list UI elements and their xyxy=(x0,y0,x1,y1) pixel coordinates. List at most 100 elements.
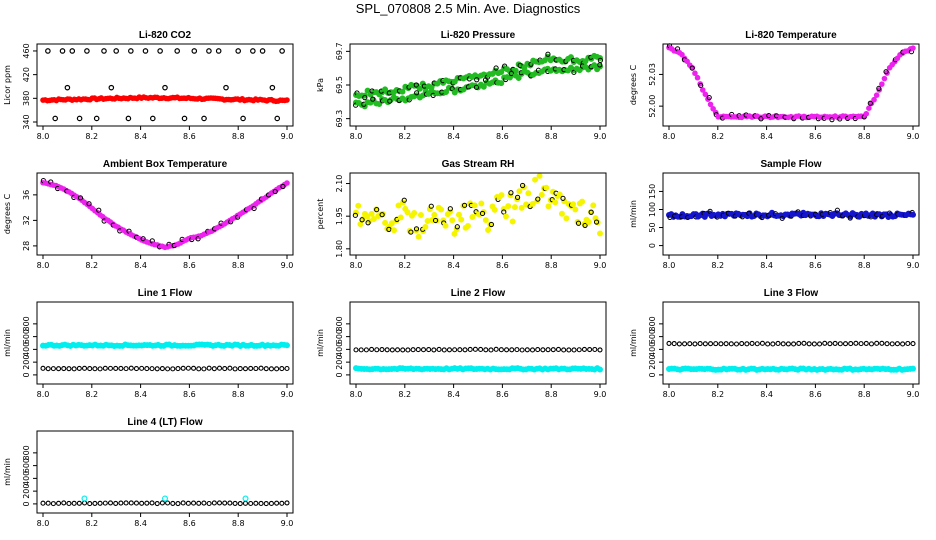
data-point-ring xyxy=(535,196,541,202)
data-point xyxy=(232,366,238,372)
data-point xyxy=(707,341,714,347)
data-point xyxy=(806,341,812,347)
data-point xyxy=(441,347,447,353)
data-point xyxy=(376,100,383,107)
data-point xyxy=(61,365,67,372)
data-point-ring xyxy=(758,116,764,122)
x-tick-label: 8.4 xyxy=(134,519,147,528)
series-line-2-low xyxy=(352,365,604,373)
x-tick-label: 8.0 xyxy=(37,519,50,528)
data-point xyxy=(102,365,108,371)
data-point xyxy=(487,221,494,228)
y-tick-label: 52.03 xyxy=(648,63,657,86)
y-axis-label: kPa xyxy=(316,78,325,92)
data-point xyxy=(97,366,103,372)
data-point xyxy=(227,365,233,371)
data-point-ring xyxy=(474,77,480,83)
y-tick-label: 800 xyxy=(22,445,31,460)
data-point xyxy=(191,365,197,371)
data-point xyxy=(355,202,362,209)
data-point xyxy=(71,366,77,372)
data-point xyxy=(464,223,471,230)
data-point xyxy=(443,88,450,95)
data-point xyxy=(910,365,917,372)
data-point xyxy=(563,215,570,222)
data-point xyxy=(128,500,134,506)
y-tick-label: 52.00 xyxy=(648,95,657,118)
data-point xyxy=(368,210,375,217)
data-point xyxy=(284,97,290,103)
data-point xyxy=(592,346,598,353)
data-point xyxy=(284,365,290,372)
x-tick-label: 8.0 xyxy=(663,390,676,399)
data-point xyxy=(102,500,108,506)
data-point xyxy=(666,340,672,346)
data-point-ring xyxy=(413,82,419,88)
data-point xyxy=(572,206,579,213)
data-point xyxy=(545,347,551,353)
data-point xyxy=(905,340,911,347)
data-point xyxy=(284,180,290,186)
data-point-ring xyxy=(575,220,582,226)
data-point xyxy=(699,87,706,93)
x-tick-label: 8.0 xyxy=(663,132,676,141)
data-point xyxy=(191,48,198,54)
data-point xyxy=(723,341,729,347)
series-pressure-band-2 xyxy=(352,62,604,110)
y-tick-label: 600 xyxy=(335,329,344,344)
data-point xyxy=(733,341,740,347)
data-point xyxy=(395,202,402,209)
data-point xyxy=(900,341,906,347)
x-tick-label: 8.8 xyxy=(858,132,871,141)
data-point xyxy=(545,203,552,210)
x-tick-label: 8.2 xyxy=(85,132,98,141)
chart-title: Line 2 Flow xyxy=(451,288,506,299)
series-co2-ppm xyxy=(40,94,290,105)
data-point xyxy=(587,346,593,353)
data-point xyxy=(76,115,83,122)
data-point xyxy=(118,500,124,506)
data-point xyxy=(185,500,191,506)
data-point xyxy=(415,347,421,353)
data-point xyxy=(397,214,404,221)
y-axis-label: ml/min xyxy=(629,329,638,357)
x-tick-label: 9.0 xyxy=(594,261,607,270)
y-tick-label: 200 xyxy=(648,354,657,369)
data-point xyxy=(863,110,870,117)
x-tick-label: 8.4 xyxy=(447,261,460,270)
series-pressure xyxy=(352,51,604,101)
data-point xyxy=(514,347,520,353)
data-point xyxy=(206,365,212,371)
chart-line4: Line 4 (LT) Flow ml/min 8.0 8.2 8.4 8.6 8.8 9.0… xyxy=(3,417,294,528)
x-tick-label: 8.6 xyxy=(809,261,822,270)
y-tick-label: 200 xyxy=(22,483,31,498)
data-point xyxy=(263,366,269,372)
data-point-ring xyxy=(829,117,835,123)
x-tick-label: 8.8 xyxy=(545,261,558,270)
data-point xyxy=(881,75,888,82)
data-point xyxy=(498,347,504,353)
data-point xyxy=(113,365,119,371)
data-point-ring xyxy=(280,183,286,190)
data-point xyxy=(45,500,51,506)
data-point-ring xyxy=(77,195,84,201)
data-point xyxy=(446,347,452,353)
y-tick-label: 200 xyxy=(22,354,31,369)
data-point xyxy=(263,501,269,507)
y-tick-label: 600 xyxy=(22,329,31,344)
data-point-ring xyxy=(508,70,515,77)
data-point xyxy=(45,48,51,54)
data-point xyxy=(538,191,545,198)
series-box-temperature xyxy=(40,178,290,251)
data-point xyxy=(388,220,395,227)
y-tick-label: 1.95 xyxy=(335,207,344,225)
y-tick-label: 600 xyxy=(22,458,31,473)
data-point xyxy=(694,74,701,81)
series-line-1-high xyxy=(40,341,290,349)
y-axis-label: ml/min xyxy=(316,329,325,357)
x-tick-label: 8.8 xyxy=(232,519,245,528)
data-point-ring xyxy=(454,224,460,230)
data-point xyxy=(597,347,603,353)
data-point xyxy=(556,191,563,198)
data-point-ring xyxy=(272,188,278,195)
